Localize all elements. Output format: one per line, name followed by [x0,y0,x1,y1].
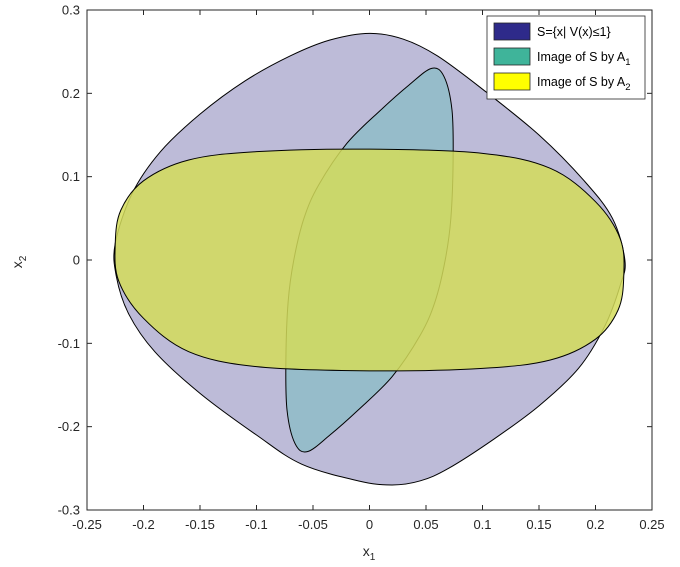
legend-label-image-a1-subscript: 1 [625,57,630,68]
x-tick-label: 0 [366,517,373,532]
y-axis: -0.3 -0.2 -0.1 0 0.1 0.2 0.3 [58,3,652,518]
x-tick-label: -0.05 [298,517,328,532]
x-axis-label: x1 [363,543,376,563]
y-tick-label: 0.3 [62,3,80,18]
x-tick-label: -0.25 [72,517,102,532]
legend-swatch-s [493,22,531,41]
y-tick-label: -0.3 [58,503,80,518]
x-tick-label: -0.15 [185,517,215,532]
x-axis: -0.25 -0.2 -0.15 -0.1 -0.05 0 0.05 0.1 0.15 0.2 0.… [72,10,665,532]
legend-label-image-a2-subscript: 2 [625,82,630,93]
legend-label-s: S={x| V(x)≤1} [537,25,611,39]
legend: S={x| V(x)≤1} Image of S by A1 Image of … [486,15,646,100]
y-tick-label: 0.2 [62,86,80,101]
x-tick-label: -0.2 [132,517,154,532]
legend-swatch-image-a1 [493,47,531,66]
legend-label-image-a1: Image of S by A1 [537,50,631,68]
x-tick-label: 0.2 [586,517,604,532]
y-tick-label: -0.2 [58,419,80,434]
x-tick-label: 0.15 [526,517,551,532]
x-tick-label: -0.1 [245,517,267,532]
x-axis-label-subscript: 1 [370,552,376,563]
regions [113,32,626,486]
x-tick-label: 0.05 [413,517,438,532]
x-tick-label: 0.1 [473,517,491,532]
region-image-a2 [114,148,625,372]
y-tick-label: -0.1 [58,336,80,351]
y-axis-label: x2 [9,255,29,268]
y-tick-label: 0 [73,253,80,268]
y-axis-label-subscript: 2 [18,255,29,261]
legend-label-image-a2: Image of S by A2 [537,75,631,93]
y-tick-label: 0.1 [62,169,80,184]
legend-swatch-image-a2 [493,72,531,91]
x-tick-label: 0.25 [639,517,664,532]
